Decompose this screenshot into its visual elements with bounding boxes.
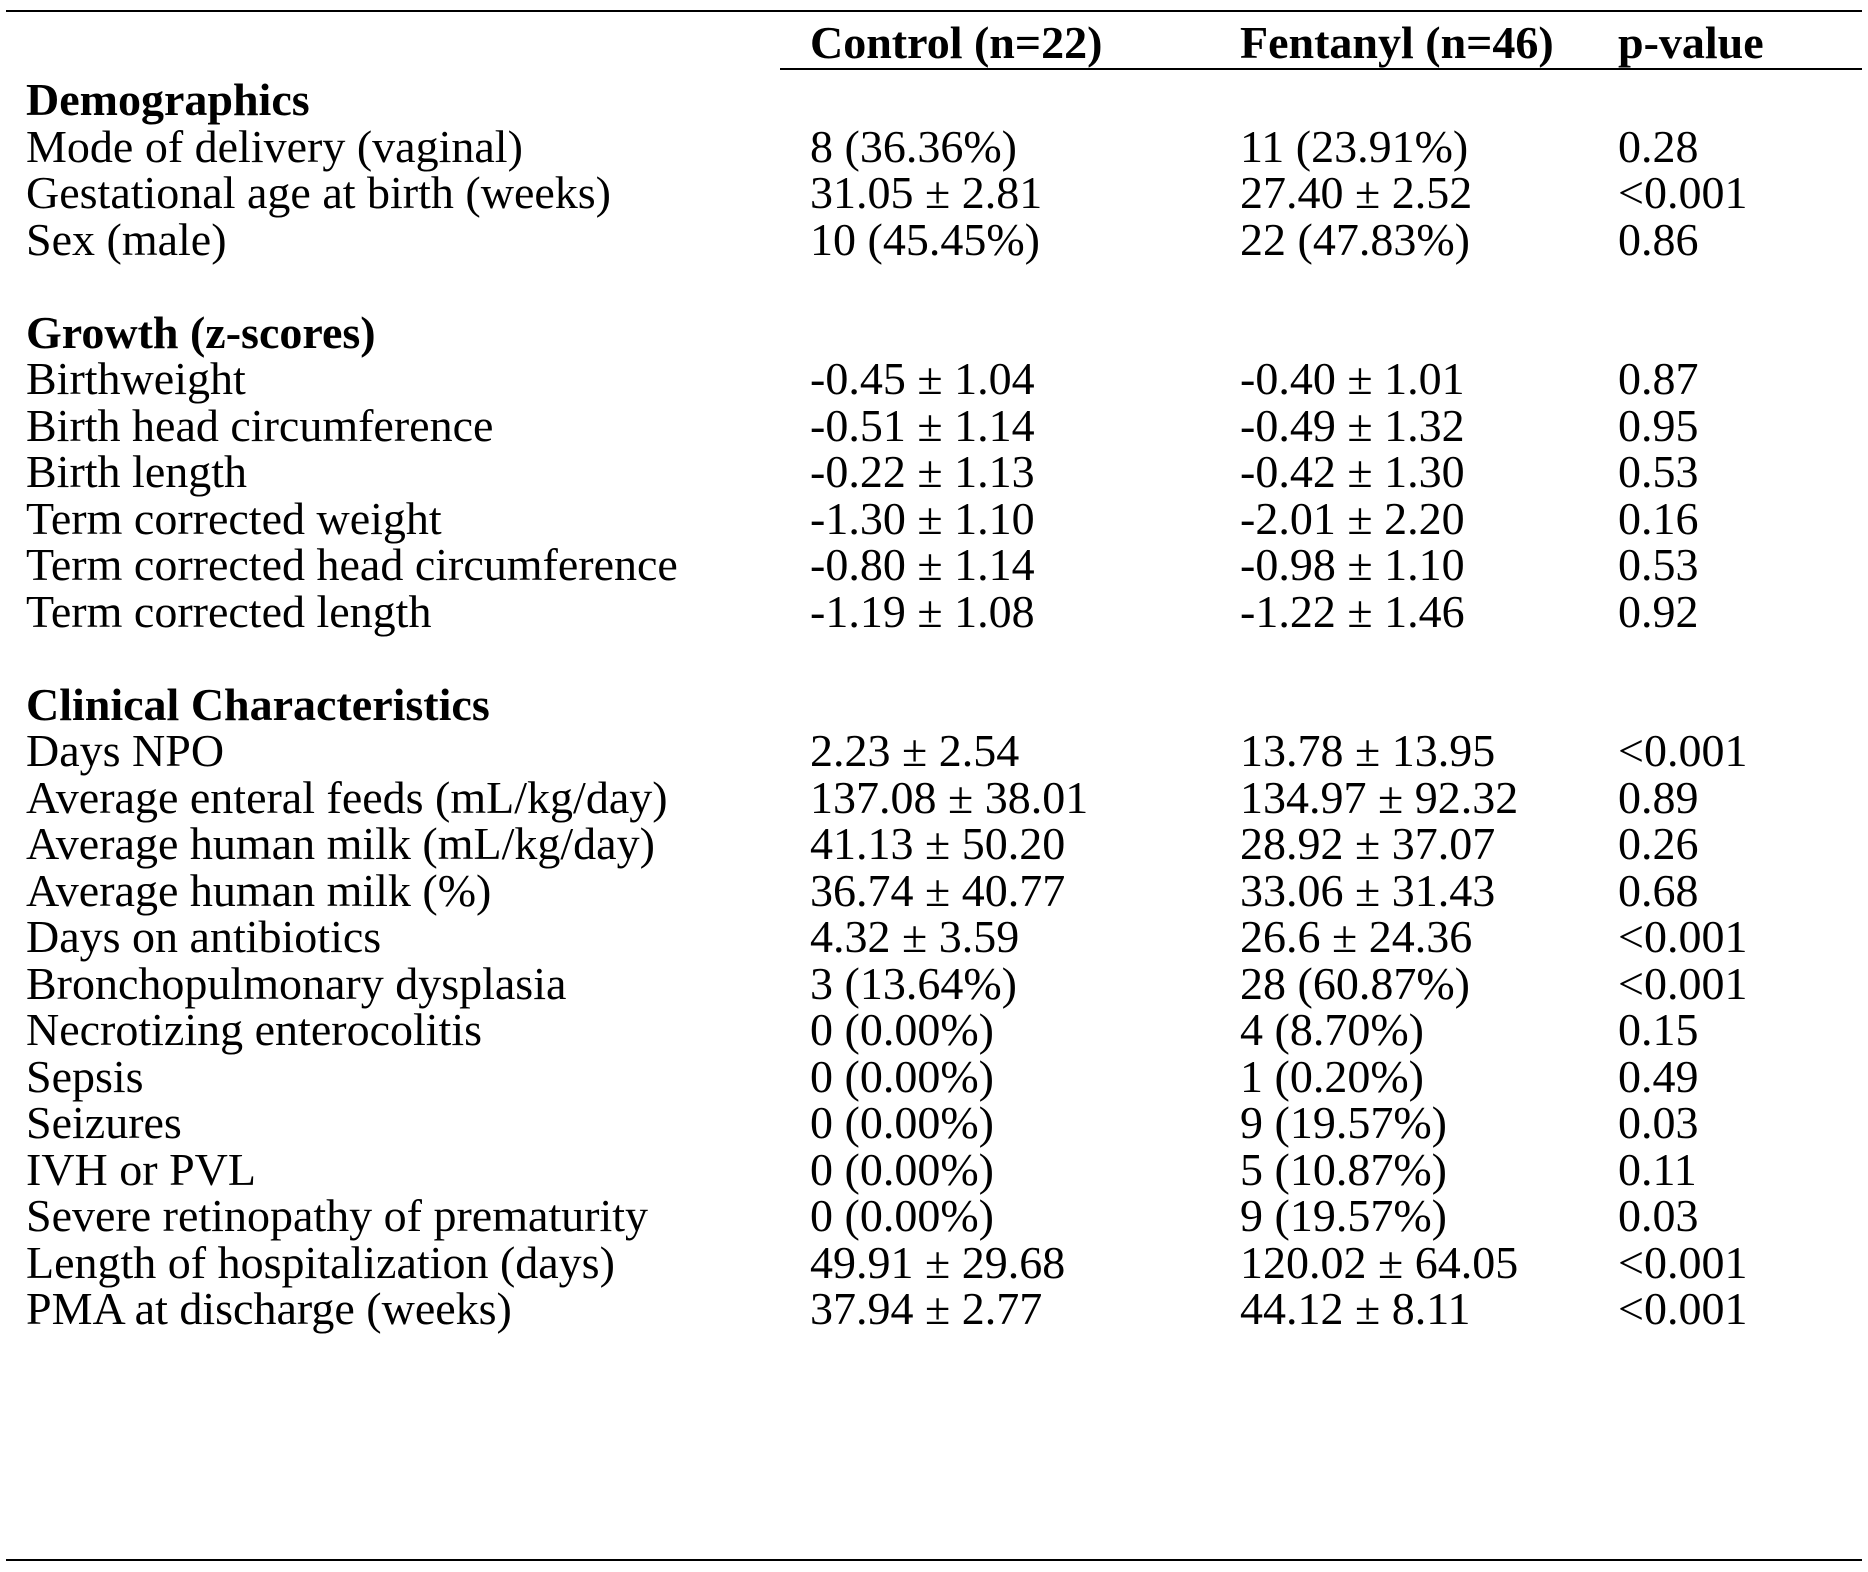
fentanyl-value: 11 (23.91%): [1240, 120, 1469, 172]
row-label: Average enteral feeds (mL/kg/day): [26, 771, 668, 823]
row-label: Necrotizing enterocolitis: [26, 1004, 483, 1055]
fentanyl-value: 33.06 ± 31.43: [1240, 864, 1496, 916]
control-value: -0.45 ± 1.04: [810, 353, 1035, 404]
p-value: <0.001: [1618, 911, 1748, 962]
fentanyl-value: 120.02 ± 64.05: [1240, 1236, 1519, 1288]
fentanyl-value: 22 (47.83%): [1240, 213, 1470, 265]
header-control: Control (n=22): [810, 17, 1103, 68]
control-value: -1.19 ± 1.08: [810, 585, 1035, 637]
row-label: Birth length: [26, 446, 248, 497]
p-value: <0.001: [1618, 1236, 1748, 1288]
p-value: 0.49: [1618, 1050, 1699, 1102]
control-value: 0 (0.00%): [810, 1097, 994, 1148]
table-bottom-rule: [6, 1559, 1862, 1561]
fentanyl-value: -0.49 ± 1.32: [1240, 399, 1465, 451]
control-value: 0 (0.00%): [810, 1143, 994, 1195]
fentanyl-value: 28 (60.87%): [1240, 957, 1470, 1009]
control-value: 2.23 ± 2.54: [810, 725, 1020, 776]
fentanyl-value: -0.98 ± 1.10: [1240, 539, 1465, 590]
row-label: Sex (male): [26, 213, 227, 265]
control-value: -1.30 ± 1.10: [810, 492, 1035, 544]
fentanyl-value: 9 (19.57%): [1240, 1190, 1447, 1241]
fentanyl-value: 13.78 ± 13.95: [1240, 725, 1496, 776]
row-label: Length of hospitalization (days): [26, 1236, 615, 1288]
p-value: 0.95: [1618, 399, 1699, 451]
header-fentanyl: Fentanyl (n=46): [1240, 17, 1554, 68]
section-title: Demographics: [26, 74, 310, 125]
fentanyl-value: 1 (0.20%): [1240, 1050, 1424, 1102]
row-label: Days NPO: [26, 725, 225, 776]
header-p-value: p-value: [1618, 17, 1764, 68]
control-value: -0.22 ± 1.13: [810, 446, 1035, 497]
fentanyl-value: 9 (19.57%): [1240, 1097, 1447, 1148]
table-top-rule: [6, 10, 1862, 12]
row-label: PMA at discharge (weeks): [26, 1283, 512, 1334]
p-value: 0.26: [1618, 818, 1699, 869]
control-value: 10 (45.45%): [810, 213, 1040, 265]
control-value: 41.13 ± 50.20: [810, 818, 1066, 869]
row-label: Sepsis: [26, 1050, 144, 1102]
row-label: Bronchopulmonary dysplasia: [26, 957, 567, 1009]
p-value: 0.28: [1618, 120, 1699, 172]
control-value: 4.32 ± 3.59: [810, 911, 1020, 962]
fentanyl-value: 27.40 ± 2.52: [1240, 167, 1473, 218]
p-value: 0.86: [1618, 213, 1699, 265]
row-label: Mode of delivery (vaginal): [26, 120, 523, 172]
p-value: <0.001: [1618, 725, 1748, 776]
p-value: 0.92: [1618, 585, 1699, 637]
header-rule: [780, 68, 1862, 70]
control-value: 3 (13.64%): [810, 957, 1017, 1009]
row-label: Average human milk (%): [26, 864, 492, 916]
fentanyl-value: 28.92 ± 37.07: [1240, 818, 1496, 869]
p-value: 0.89: [1618, 771, 1699, 823]
fentanyl-value: 5 (10.87%): [1240, 1143, 1447, 1195]
p-value: 0.53: [1618, 446, 1699, 497]
row-label: Birthweight: [26, 353, 246, 404]
p-value: 0.03: [1618, 1097, 1699, 1148]
control-value: 36.74 ± 40.77: [810, 864, 1066, 916]
section-title: Clinical Characteristics: [26, 678, 490, 730]
row-label: Days on antibiotics: [26, 911, 382, 962]
fentanyl-value: 44.12 ± 8.11: [1240, 1283, 1471, 1334]
row-label: Severe retinopathy of prematurity: [26, 1190, 649, 1241]
p-value: 0.87: [1618, 353, 1699, 404]
row-label: IVH or PVL: [26, 1143, 256, 1195]
fentanyl-value: -1.22 ± 1.46: [1240, 585, 1465, 637]
p-value: <0.001: [1618, 957, 1748, 1009]
p-value: 0.03: [1618, 1190, 1699, 1241]
control-value: -0.80 ± 1.14: [810, 539, 1035, 590]
fentanyl-value: 26.6 ± 24.36: [1240, 911, 1473, 962]
control-value: 137.08 ± 38.01: [810, 771, 1089, 823]
control-value: 0 (0.00%): [810, 1004, 994, 1055]
section-title: Growth (z-scores): [26, 306, 376, 358]
row-label: Seizures: [26, 1097, 182, 1148]
fentanyl-value: 134.97 ± 92.32: [1240, 771, 1519, 823]
control-value: -0.51 ± 1.14: [810, 399, 1035, 451]
p-value: <0.001: [1618, 1283, 1748, 1334]
p-value: 0.16: [1618, 492, 1699, 544]
row-label: Term corrected head circumference: [26, 539, 678, 590]
control-value: 8 (36.36%): [810, 120, 1017, 172]
row-label: Term corrected weight: [26, 492, 442, 544]
row-label: Birth head circumference: [26, 399, 494, 451]
p-value: 0.15: [1618, 1004, 1699, 1055]
row-label: Gestational age at birth (weeks): [26, 167, 611, 218]
p-value: 0.11: [1618, 1143, 1697, 1195]
fentanyl-value: 4 (8.70%): [1240, 1004, 1424, 1055]
control-value: 37.94 ± 2.77: [810, 1283, 1043, 1334]
row-label: Term corrected length: [26, 585, 432, 637]
control-value: 0 (0.00%): [810, 1050, 994, 1102]
control-value: 31.05 ± 2.81: [810, 167, 1043, 218]
row-label: Average human milk (mL/kg/day): [26, 818, 655, 869]
p-value: 0.53: [1618, 539, 1699, 590]
fentanyl-value: -0.42 ± 1.30: [1240, 446, 1465, 497]
control-value: 49.91 ± 29.68: [810, 1236, 1066, 1288]
p-value: <0.001: [1618, 167, 1748, 218]
fentanyl-value: -2.01 ± 2.20: [1240, 492, 1465, 544]
p-value: 0.68: [1618, 864, 1699, 916]
fentanyl-value: -0.40 ± 1.01: [1240, 353, 1465, 404]
control-value: 0 (0.00%): [810, 1190, 994, 1241]
